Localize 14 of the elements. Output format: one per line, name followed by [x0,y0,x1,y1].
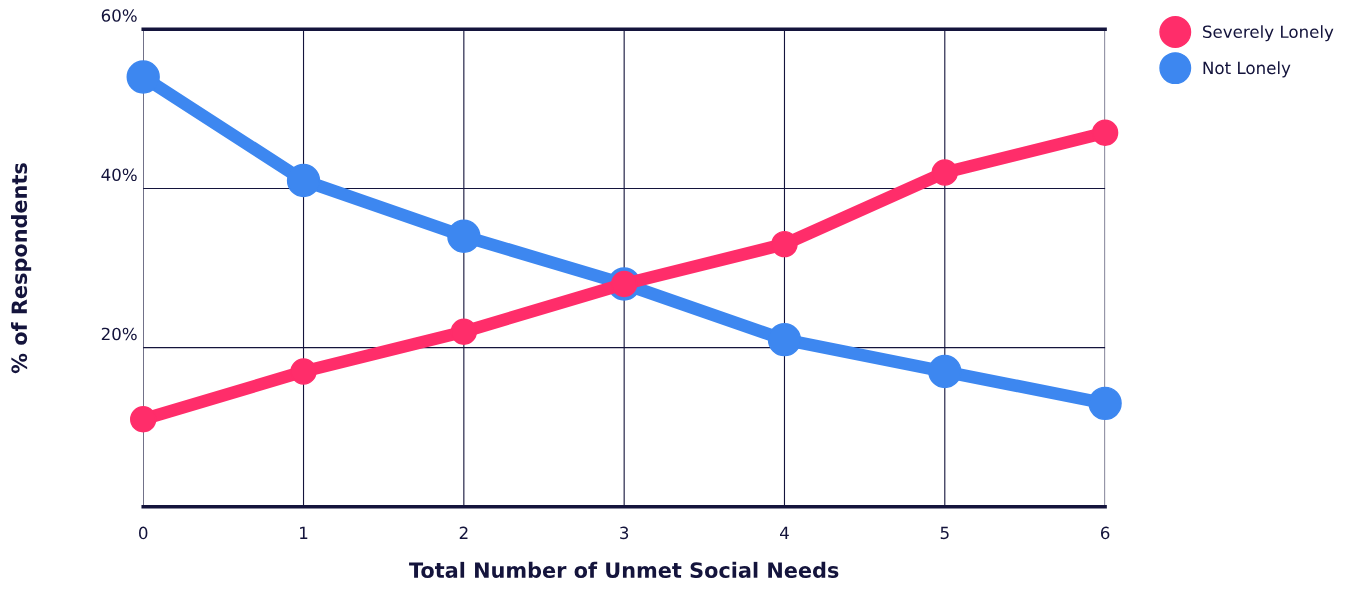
y-tick-label: 20% [101,327,137,341]
x-tick-label: 4 [779,526,789,539]
y-tick-label: 40% [101,168,137,182]
x-tick-label: 2 [459,526,468,539]
x-tick-label: 0 [139,526,148,540]
x-tick-label: 5 [940,526,949,540]
y-axis-title: % of Respondents [11,163,32,374]
x-tick-label: 1 [300,526,308,539]
x-tick-label: 6 [1100,526,1110,540]
x-axis-title: Total Number of Unmet Social Needs [409,561,839,578]
y-tick-label: 60% [101,9,137,22]
legend-label: Not Lonely [1203,61,1291,78]
legend-label: Severely Lonely [1203,25,1334,42]
x-tick-label: 3 [620,526,629,540]
